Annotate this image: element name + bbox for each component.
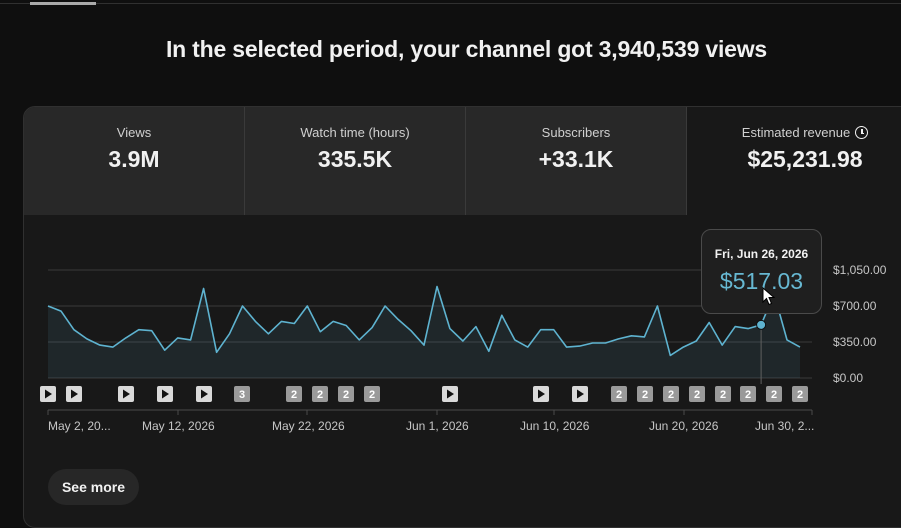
marker-count-text: 2 xyxy=(369,389,375,401)
marker-box xyxy=(286,386,302,402)
tab-bar-active-indicator xyxy=(30,2,96,5)
tab-bar-divider xyxy=(0,3,901,4)
play-icon xyxy=(447,389,454,399)
marker-count-text: 2 xyxy=(616,389,622,401)
series-area xyxy=(48,286,800,378)
video-marker-count[interactable]: 2 xyxy=(286,386,302,402)
video-marker-count[interactable]: 3 xyxy=(234,386,250,402)
marker-count-text: 2 xyxy=(668,389,674,401)
video-marker-count[interactable]: 2 xyxy=(364,386,380,402)
video-marker-count[interactable]: 2 xyxy=(766,386,782,402)
series-line xyxy=(47,285,801,357)
clock-icon[interactable] xyxy=(855,126,869,139)
tooltip-value: $517.03 xyxy=(719,268,804,294)
video-marker-play-icon[interactable] xyxy=(572,386,588,402)
video-marker-count[interactable]: 2 xyxy=(715,386,731,402)
marker-count-text: 3 xyxy=(239,389,245,401)
marker-box xyxy=(766,386,782,402)
marker-box xyxy=(689,386,705,402)
video-marker-count[interactable]: 2 xyxy=(689,386,705,402)
video-marker-play-icon[interactable] xyxy=(118,386,134,402)
video-marker-count[interactable]: 2 xyxy=(792,386,808,402)
play-icon xyxy=(162,389,169,399)
tab-estimated-revenue[interactable]: Estimated revenue $25,231.98 xyxy=(687,107,901,215)
tab-views-value: 3.9M xyxy=(108,146,160,172)
marker-box xyxy=(312,386,328,402)
x-tick-label: May 12, 2026 xyxy=(142,419,215,433)
marker-box xyxy=(663,386,679,402)
marker-count-text: 2 xyxy=(771,389,777,401)
marker-count-text: 2 xyxy=(720,389,726,401)
video-marker-play-icon[interactable] xyxy=(442,386,458,402)
page-headline: In the selected period, your channel got… xyxy=(165,36,768,62)
play-icon xyxy=(123,389,130,399)
marker-count-text: 2 xyxy=(317,389,323,401)
tab-revenue-label: Estimated revenue xyxy=(741,125,851,140)
metric-tabs: Views 3.9M Watch time (hours) 335.5K Sub… xyxy=(24,107,901,215)
video-marker-count[interactable]: 2 xyxy=(611,386,627,402)
marker-count-text: 2 xyxy=(291,389,297,401)
tab-revenue-value: $25,231.98 xyxy=(747,146,863,172)
tooltip-date: Fri, Jun 26, 2026 xyxy=(714,247,809,261)
marker-box xyxy=(338,386,354,402)
tab-subscribers-value: +33.1K xyxy=(538,146,614,172)
marker-box xyxy=(637,386,653,402)
y-tick-label: $0.00 xyxy=(833,371,863,385)
video-marker-count[interactable]: 2 xyxy=(740,386,756,402)
marker-box xyxy=(364,386,380,402)
tab-watch-time-label: Watch time (hours) xyxy=(300,125,410,140)
marker-box xyxy=(792,386,808,402)
video-marker-count[interactable]: 2 xyxy=(663,386,679,402)
video-marker-play-icon[interactable] xyxy=(157,386,173,402)
play-icon xyxy=(538,389,545,399)
tab-subscribers-label: Subscribers xyxy=(541,125,611,140)
play-icon xyxy=(45,389,52,399)
x-tick-label: May 2, 20... xyxy=(48,419,111,433)
mouse-cursor-icon xyxy=(762,287,776,306)
marker-box xyxy=(715,386,731,402)
tab-views[interactable]: Views 3.9M xyxy=(24,107,245,215)
y-tick-label: $350.00 xyxy=(833,335,877,349)
marker-count-text: 2 xyxy=(642,389,648,401)
marker-box xyxy=(234,386,250,402)
video-marker-count[interactable]: 2 xyxy=(312,386,328,402)
marker-count-text: 2 xyxy=(343,389,349,401)
tab-views-label: Views xyxy=(116,125,152,140)
tab-watch-time[interactable]: Watch time (hours) 335.5K xyxy=(245,107,466,215)
video-marker-play-icon[interactable] xyxy=(533,386,549,402)
y-tick-label: $700.00 xyxy=(833,299,877,313)
x-tick-label: Jun 1, 2026 xyxy=(406,419,469,433)
hover-point xyxy=(756,319,767,330)
x-tick-label: Jun 10, 2026 xyxy=(520,419,590,433)
play-icon xyxy=(577,389,584,399)
play-icon xyxy=(71,389,78,399)
video-marker-play-icon[interactable] xyxy=(196,386,212,402)
marker-count-text: 2 xyxy=(694,389,700,401)
see-more-button[interactable]: See more xyxy=(48,469,139,505)
x-tick-label: May 22, 2026 xyxy=(272,419,345,433)
x-tick-label: Jun 20, 2026 xyxy=(649,419,719,433)
video-marker-play-icon[interactable] xyxy=(66,386,82,402)
video-marker-play-icon[interactable] xyxy=(40,386,56,402)
marker-count-text: 2 xyxy=(745,389,751,401)
marker-box xyxy=(611,386,627,402)
video-marker-count[interactable]: 2 xyxy=(637,386,653,402)
video-marker-count[interactable]: 2 xyxy=(338,386,354,402)
play-icon xyxy=(201,389,208,399)
marker-box xyxy=(740,386,756,402)
y-tick-label: $1,050.00 xyxy=(833,263,887,277)
tab-watch-time-value: 335.5K xyxy=(317,146,393,172)
x-tick-label: Jun 30, 2... xyxy=(755,419,814,433)
chart-tooltip: Fri, Jun 26, 2026 $517.03 xyxy=(701,229,822,314)
marker-count-text: 2 xyxy=(797,389,803,401)
tab-subscribers[interactable]: Subscribers +33.1K xyxy=(466,107,687,215)
analytics-card: Views 3.9M Watch time (hours) 335.5K Sub… xyxy=(23,106,901,528)
